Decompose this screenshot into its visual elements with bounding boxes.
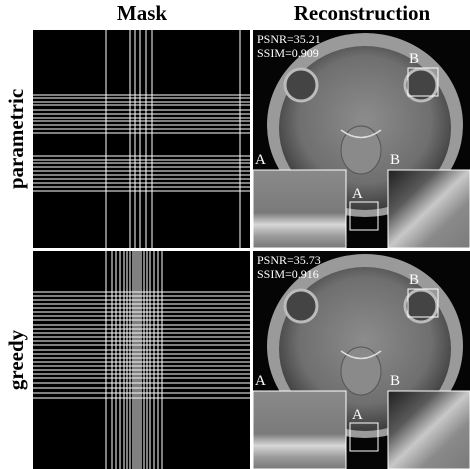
column-header: Mask [117,1,167,25]
mask-background [33,30,250,248]
metric: PSNR=35.21 [257,32,321,46]
zoom-inset [253,391,346,469]
metric: SSIM=0.916 [257,267,319,281]
zoom-inset [388,170,470,248]
roi-label: B [409,272,419,288]
figure: Mask Reconstruction parametric PSNR=35.21… [0,0,470,469]
eye [285,69,317,101]
roi-label: A [255,152,266,168]
roi-label: A [352,407,363,423]
roi-label: B [390,373,400,389]
roi-label: B [409,51,419,67]
eye [285,290,317,322]
mask-panel [33,251,250,469]
zoom-inset [253,170,346,248]
row-label: parametric [4,89,28,189]
metric: SSIM=0.909 [257,46,319,60]
roi-label: B [390,152,400,168]
row-label: greedy [4,329,28,390]
zoom-inset [388,391,470,469]
roi-label: A [352,186,363,202]
metric: PSNR=35.73 [257,253,321,267]
roi-label: A [255,373,266,389]
column-header: Reconstruction [294,1,431,25]
mask-panel [33,30,250,248]
